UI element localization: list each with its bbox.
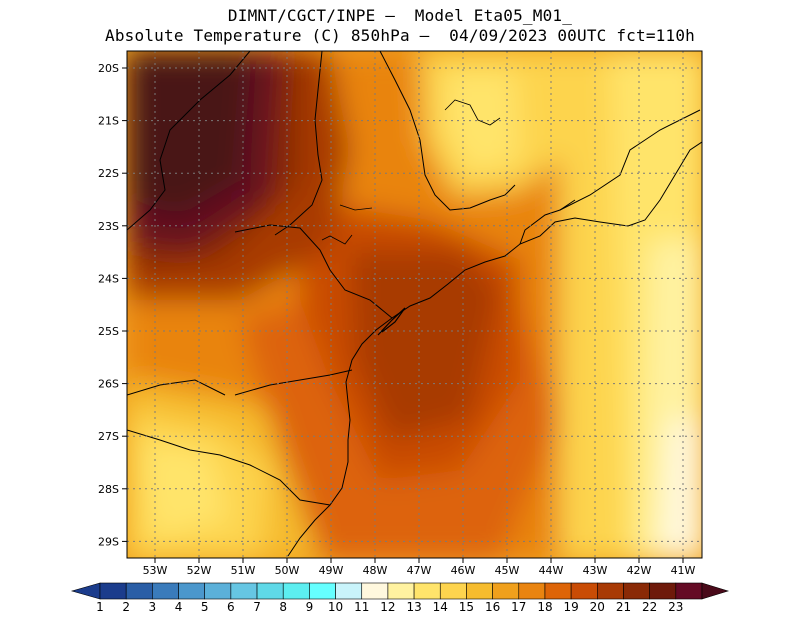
lon-tick-label: 44W <box>539 564 564 577</box>
latitude-labels: 20S 21S 22S 23S 24S 25S 26S 27S 28S 29S <box>98 62 127 548</box>
lon-tick-label: 47W <box>407 564 432 577</box>
colorbar-label: 23 <box>668 600 683 614</box>
colorbar-label: 10 <box>328 600 343 614</box>
river-reservoir-3 <box>321 234 353 245</box>
colorbar-label: 4 <box>175 600 183 614</box>
lat-tick-label: 24S <box>98 272 119 285</box>
colorbar-label: 13 <box>406 600 421 614</box>
country-border-south <box>127 379 226 396</box>
lon-tick-label: 52W <box>187 564 212 577</box>
colorbar-swatch <box>125 582 153 600</box>
river-reservoir <box>444 99 501 126</box>
colorbar-labels: 1 2 3 4 5 6 7 8 9 10 11 12 13 14 15 16 17 18 19 20 21 22 23 <box>96 600 683 614</box>
map-frame <box>126 50 703 559</box>
colorbar-swatch <box>152 582 179 600</box>
colorbar-label: 7 <box>253 600 261 614</box>
temperature-field <box>127 51 702 558</box>
colorbar-label: 8 <box>279 600 287 614</box>
colorbar-swatch <box>282 582 310 600</box>
colorbar-swatch <box>387 582 415 600</box>
colorbar-swatch <box>544 582 572 600</box>
lon-tick-label: 49W <box>319 564 344 577</box>
colorbar-label: 22 <box>642 600 657 614</box>
borders-coastline <box>127 51 702 557</box>
state-border-sc-rs <box>127 429 331 506</box>
state-border-pr-sc <box>234 369 353 396</box>
colorbar-swatch <box>492 582 520 600</box>
colorbar-swatch <box>361 582 389 600</box>
colorbar-swatch <box>466 582 493 600</box>
colorbar-swatch <box>597 582 624 600</box>
lon-tick-label: 51W <box>231 564 256 577</box>
colorbar-swatch <box>675 582 703 600</box>
colorbar-label: 20 <box>590 600 605 614</box>
lat-tick-label: 21S <box>98 115 119 128</box>
colorbar-label: 16 <box>485 600 500 614</box>
lat-tick-label: 26S <box>98 378 119 391</box>
lat-tick-label: 25S <box>98 325 119 338</box>
colorbar-label: 9 <box>306 600 314 614</box>
colorbar-swatch <box>256 582 284 600</box>
lon-tick-label: 43W <box>583 564 608 577</box>
bay-outline <box>377 307 406 336</box>
colorbar-label: 19 <box>563 600 578 614</box>
lon-tick-label: 45W <box>495 564 520 577</box>
lon-tick-label: 48W <box>363 564 388 577</box>
lon-tick-label: 53W <box>143 564 168 577</box>
title-line-2: Absolute Temperature (C) 850hPa — 04/09/… <box>105 26 695 45</box>
lat-tick-label: 22S <box>98 167 119 180</box>
colorbar-label: 21 <box>616 600 631 614</box>
colorbar-label: 2 <box>122 600 130 614</box>
colorbar-swatch <box>413 582 441 600</box>
state-border-mg-rj <box>519 199 576 245</box>
colorbar <box>70 582 730 600</box>
lat-tick-label: 28S <box>98 483 119 496</box>
lat-tick-label: 23S <box>98 220 119 233</box>
lon-tick-label: 50W <box>275 564 300 577</box>
colorbar-label: 12 <box>380 600 395 614</box>
state-border-rj-es <box>559 109 701 211</box>
colorbar-label: 17 <box>511 600 526 614</box>
lat-tick-label: 29S <box>98 535 119 548</box>
colorbar-swatch <box>204 582 232 600</box>
colorbar-label: 1 <box>96 600 104 614</box>
colorbar-label: 3 <box>149 600 157 614</box>
longitude-labels: 53W 52W 51W 50W 49W 48W 47W 46W 45W 44W 43W 42W 41W <box>143 558 696 577</box>
colorbar-arrow-left <box>70 582 101 600</box>
river-reservoir-2 <box>339 204 373 211</box>
colorbar-label: 14 <box>433 600 448 614</box>
country-border-west <box>127 51 251 231</box>
colorbar-swatch <box>518 582 546 600</box>
state-border-ms-sp <box>274 51 323 236</box>
colorbar-swatch <box>335 582 363 600</box>
lon-tick-label: 42W <box>627 564 652 577</box>
map-gridlines <box>127 51 702 558</box>
coastline <box>287 141 702 557</box>
lat-tick-label: 27S <box>98 430 119 443</box>
title-line-1: DIMNT/CGCT/INPE — Model Eta05_M01_ <box>227 6 573 25</box>
colorbar-arrow-right <box>701 582 730 600</box>
colorbar-label: 5 <box>201 600 209 614</box>
colorbar-swatch <box>623 582 650 600</box>
colorbar-label: 15 <box>459 600 474 614</box>
colorbar-swatch <box>649 582 677 600</box>
state-border-pr <box>234 224 393 319</box>
colorbar-swatch <box>570 582 598 600</box>
colorbar-swatch <box>309 582 336 600</box>
colorbar-label: 6 <box>227 600 235 614</box>
lat-tick-label: 20S <box>98 62 119 75</box>
state-border-sp-mg <box>379 51 516 211</box>
colorbar-swatch <box>99 582 127 600</box>
lon-tick-label: 41W <box>671 564 696 577</box>
colorbar-swatch <box>439 582 467 600</box>
colorbar-swatch <box>230 582 258 600</box>
colorbar-label: 18 <box>537 600 552 614</box>
lon-tick-label: 46W <box>451 564 476 577</box>
colorbar-label: 11 <box>354 600 369 614</box>
colorbar-swatch <box>178 582 205 600</box>
